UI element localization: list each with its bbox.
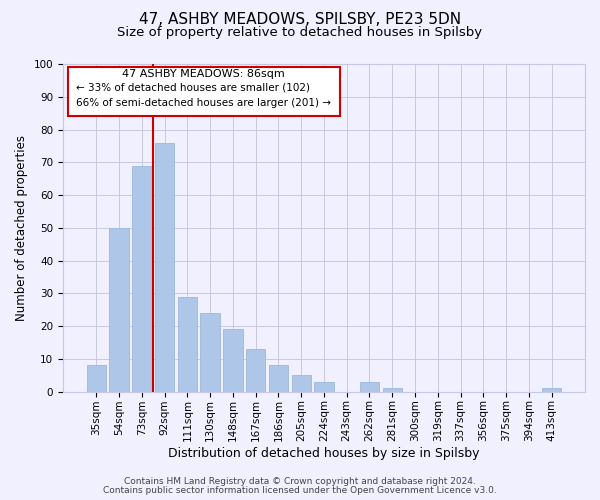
Bar (269, 366, 288, 392)
Bar (314, 382, 334, 392)
Bar (383, 388, 402, 392)
Bar (360, 382, 379, 392)
Y-axis label: Number of detached properties: Number of detached properties (15, 135, 28, 321)
Bar (86, 366, 106, 392)
Bar (178, 296, 197, 392)
FancyBboxPatch shape (68, 68, 340, 116)
Bar (292, 376, 311, 392)
X-axis label: Distribution of detached houses by size in Spilsby: Distribution of detached houses by size … (168, 447, 480, 460)
Bar (542, 388, 561, 392)
Text: 66% of semi-detached houses are larger (201) →: 66% of semi-detached houses are larger (… (76, 98, 331, 108)
Bar (223, 330, 242, 392)
Text: ← 33% of detached houses are smaller (102): ← 33% of detached houses are smaller (10… (76, 83, 310, 93)
Bar (246, 349, 265, 392)
Bar (109, 228, 129, 392)
Text: Size of property relative to detached houses in Spilsby: Size of property relative to detached ho… (118, 26, 482, 39)
Bar (155, 142, 174, 392)
Bar (200, 313, 220, 392)
Text: 47, ASHBY MEADOWS, SPILSBY, PE23 5DN: 47, ASHBY MEADOWS, SPILSBY, PE23 5DN (139, 12, 461, 28)
Text: Contains HM Land Registry data © Crown copyright and database right 2024.: Contains HM Land Registry data © Crown c… (124, 477, 476, 486)
Bar (132, 166, 152, 392)
Text: Contains public sector information licensed under the Open Government Licence v3: Contains public sector information licen… (103, 486, 497, 495)
Text: 47 ASHBY MEADOWS: 86sqm: 47 ASHBY MEADOWS: 86sqm (122, 69, 285, 79)
